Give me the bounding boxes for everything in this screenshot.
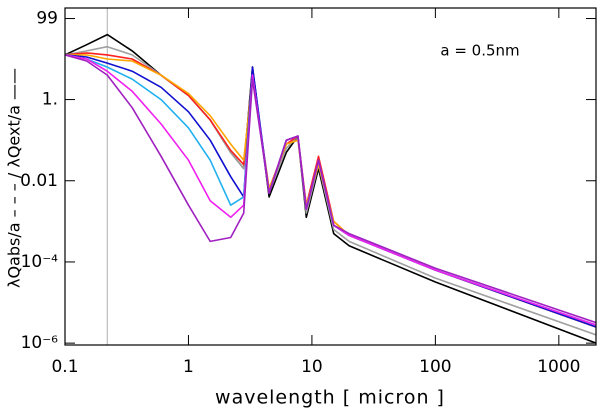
- curve: [65, 54, 596, 328]
- y-tick-label: 10⁻⁴: [21, 252, 59, 272]
- curve: [65, 45, 596, 336]
- y-tick-label: 10⁻⁶: [21, 333, 59, 353]
- x-tick-label: 0.1: [51, 357, 78, 377]
- curve: [65, 33, 596, 344]
- y-tick-label: 0.01: [20, 171, 58, 191]
- x-tick-label: 1: [183, 357, 194, 377]
- curve: [65, 54, 596, 324]
- x-axis-label: wavelength [ micron ]: [215, 387, 445, 409]
- y-tick-label: 99: [36, 9, 58, 29]
- curve: [65, 52, 596, 328]
- annotation: a = 0.5nm: [440, 42, 519, 60]
- curve: [65, 54, 596, 326]
- x-tick-label: 100: [419, 357, 451, 377]
- plot-frame: [64, 7, 597, 346]
- y-tick-label: 1.: [42, 90, 58, 110]
- y-axis-label: λQabs/a – – – / λQext/a ——: [5, 68, 24, 288]
- curve: [65, 54, 596, 328]
- x-tick-label: 1000: [537, 357, 580, 377]
- curve: [65, 54, 596, 326]
- x-tick-label: 10: [301, 357, 323, 377]
